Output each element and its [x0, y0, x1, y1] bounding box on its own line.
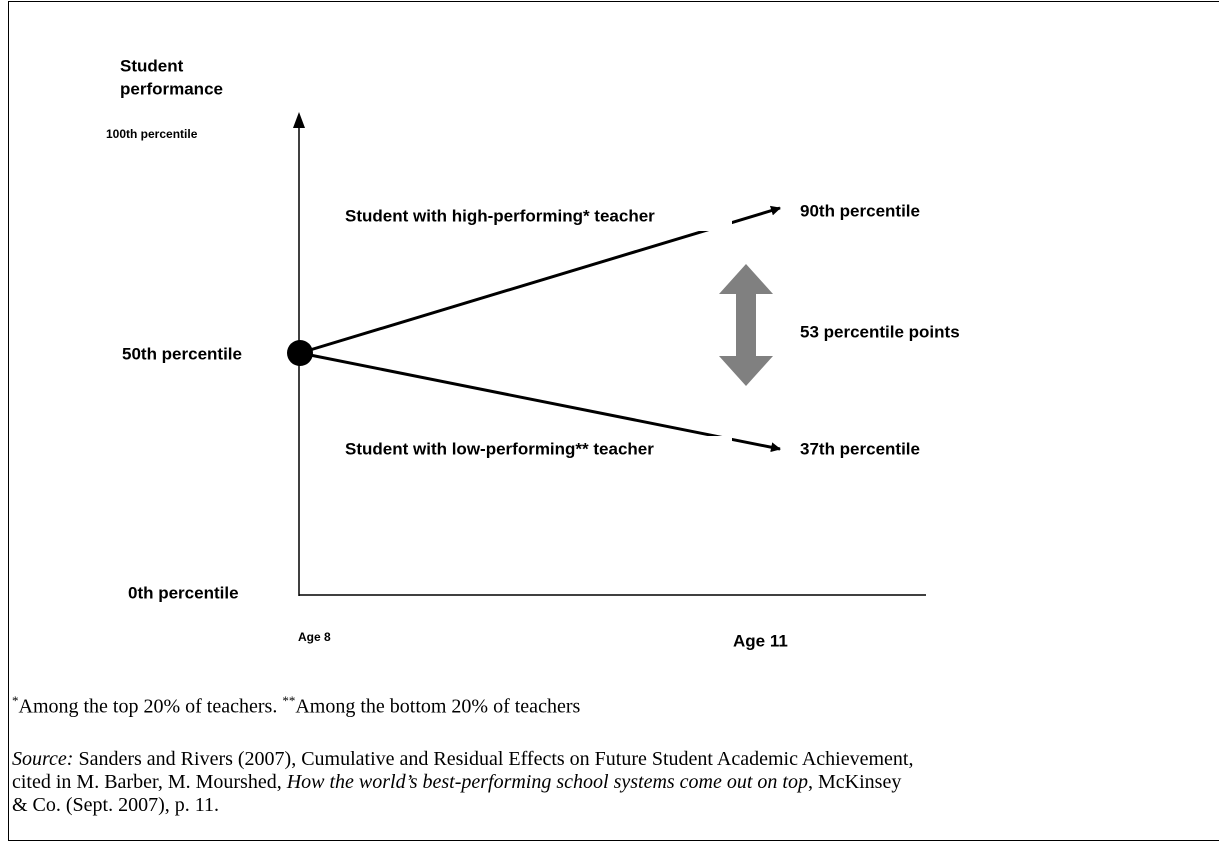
- label-bg: [340, 436, 732, 464]
- source-line: & Co. (Sept. 2007), p. 11.: [12, 794, 219, 817]
- source-line: cited in M. Barber, M. Mourshed, How the…: [12, 771, 901, 794]
- footnote: *Among the top 20% of teachers. **Among …: [12, 693, 580, 719]
- label-bg: [340, 203, 732, 231]
- footnote-mark: **: [282, 693, 296, 708]
- source-title: How the world’s best-performing school s…: [286, 771, 808, 793]
- source-text: , McKinsey: [808, 771, 902, 793]
- footnote-mark: *: [12, 693, 19, 708]
- source-text: Sanders and Rivers (2007), Cumulative an…: [78, 748, 914, 770]
- y-axis-title: performance: [120, 79, 223, 98]
- diagram: Student performance 100th percentile 50t…: [106, 56, 960, 650]
- y-axis-arrow: [293, 112, 305, 128]
- path-arrow: [299, 351, 781, 453]
- y-label: 0th percentile: [128, 583, 239, 602]
- source-line: Source: Sanders and Rivers (2007), Cumul…: [12, 748, 913, 771]
- source-text: & Co. (Sept. 2007), p. 11.: [12, 794, 220, 816]
- end-label: 90th percentile: [800, 201, 920, 220]
- path-label: Student with high-performing* teacher: [345, 206, 655, 225]
- x-label: Age 11: [733, 631, 788, 650]
- source-label: Source:: [12, 748, 74, 770]
- y-label: 50th percentile: [122, 344, 242, 363]
- y-label: 100th percentile: [106, 127, 198, 141]
- y-axis-title: Student: [120, 56, 184, 75]
- gap-arrow: [719, 264, 773, 386]
- path-arrow: [299, 205, 781, 355]
- source-text: cited in M. Barber, M. Mourshed,: [12, 771, 282, 793]
- gap-label: 53 percentile points: [800, 322, 960, 341]
- footnote-text: Among the top 20% of teachers.: [18, 695, 278, 718]
- footnote-text: Among the bottom 20% of teachers: [295, 695, 581, 718]
- start-dot: [287, 340, 313, 366]
- x-label: Age 8: [298, 630, 331, 644]
- end-label: 37th percentile: [800, 439, 920, 458]
- path-label: Student with low-performing** teacher: [345, 439, 654, 458]
